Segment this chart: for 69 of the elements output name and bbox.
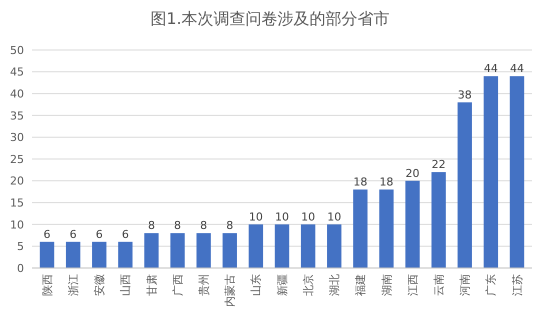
data-label: 6 — [122, 228, 129, 241]
y-tick-label: 30 — [10, 131, 24, 144]
x-tick-label: 浙江 — [66, 274, 80, 296]
y-tick-label: 40 — [10, 87, 24, 100]
data-label: 8 — [148, 219, 155, 232]
x-tick-label: 河南 — [458, 274, 472, 296]
bar — [405, 180, 420, 268]
x-tick-label: 江苏 — [510, 274, 524, 296]
x-tick-label: 山东 — [250, 274, 263, 296]
x-tick-label: 湖南 — [380, 274, 394, 296]
bar — [353, 190, 368, 268]
x-tick-label: 安徽 — [93, 274, 106, 296]
bar — [222, 233, 237, 268]
data-label: 6 — [96, 228, 103, 241]
y-tick-label: 25 — [10, 152, 24, 166]
bar — [300, 224, 316, 268]
data-label: 20 — [406, 166, 420, 180]
data-label: 18 — [379, 176, 394, 189]
x-tick-label: 江西 — [406, 274, 420, 296]
x-tick-label: 北京 — [302, 274, 315, 296]
x-tick-label: 新疆 — [276, 274, 289, 296]
x-tick-label: 山西 — [119, 274, 132, 296]
bar — [431, 172, 446, 268]
x-tick-label: 湖北 — [328, 274, 342, 296]
bar — [144, 233, 159, 268]
y-tick-label: 50 — [10, 44, 24, 57]
x-tick-label: 云南 — [432, 274, 446, 296]
data-label: 8 — [200, 219, 208, 232]
x-tick-label: 内蒙古 — [224, 274, 237, 307]
data-label: 6 — [44, 228, 51, 241]
y-tick-label: 0 — [17, 262, 24, 275]
data-label: 22 — [432, 158, 446, 172]
y-tick-label: 15 — [10, 196, 24, 210]
data-label: 44 — [484, 62, 498, 76]
bar — [40, 242, 54, 268]
bar — [274, 224, 290, 268]
data-label: 8 — [174, 219, 182, 232]
data-label: 10 — [301, 210, 316, 224]
data-label: 6 — [70, 228, 77, 241]
data-label: 18 — [353, 176, 368, 189]
data-label: 8 — [226, 219, 234, 232]
bar — [458, 102, 472, 268]
bar — [196, 233, 211, 268]
data-label: 10 — [248, 210, 263, 224]
x-tick-label: 贵州 — [198, 274, 211, 296]
data-label: 38 — [458, 88, 472, 102]
bar — [248, 224, 264, 268]
x-tick-label: 广东 — [484, 274, 498, 296]
bar — [327, 224, 342, 268]
y-tick-label: 35 — [10, 109, 24, 122]
bar — [484, 76, 498, 268]
data-label: 10 — [275, 210, 289, 224]
bar — [118, 242, 133, 268]
data-label: 10 — [327, 210, 342, 224]
x-tick-label: 广西 — [171, 274, 184, 296]
bar — [170, 233, 185, 268]
x-tick-label: 陕西 — [40, 274, 54, 296]
bar — [92, 242, 106, 268]
data-label: 44 — [510, 62, 524, 76]
chart-title: 图1.本次调查问卷涉及的部分省市 — [150, 9, 390, 28]
y-tick-label: 10 — [10, 218, 24, 232]
x-tick-label: 福建 — [354, 274, 368, 296]
bar — [66, 242, 80, 268]
x-tick-label: 甘肃 — [145, 274, 158, 296]
bar — [379, 190, 394, 268]
y-tick-label: 20 — [10, 174, 24, 188]
y-tick-label: 5 — [17, 240, 24, 254]
y-tick-label: 45 — [10, 66, 24, 79]
bar — [510, 76, 524, 268]
